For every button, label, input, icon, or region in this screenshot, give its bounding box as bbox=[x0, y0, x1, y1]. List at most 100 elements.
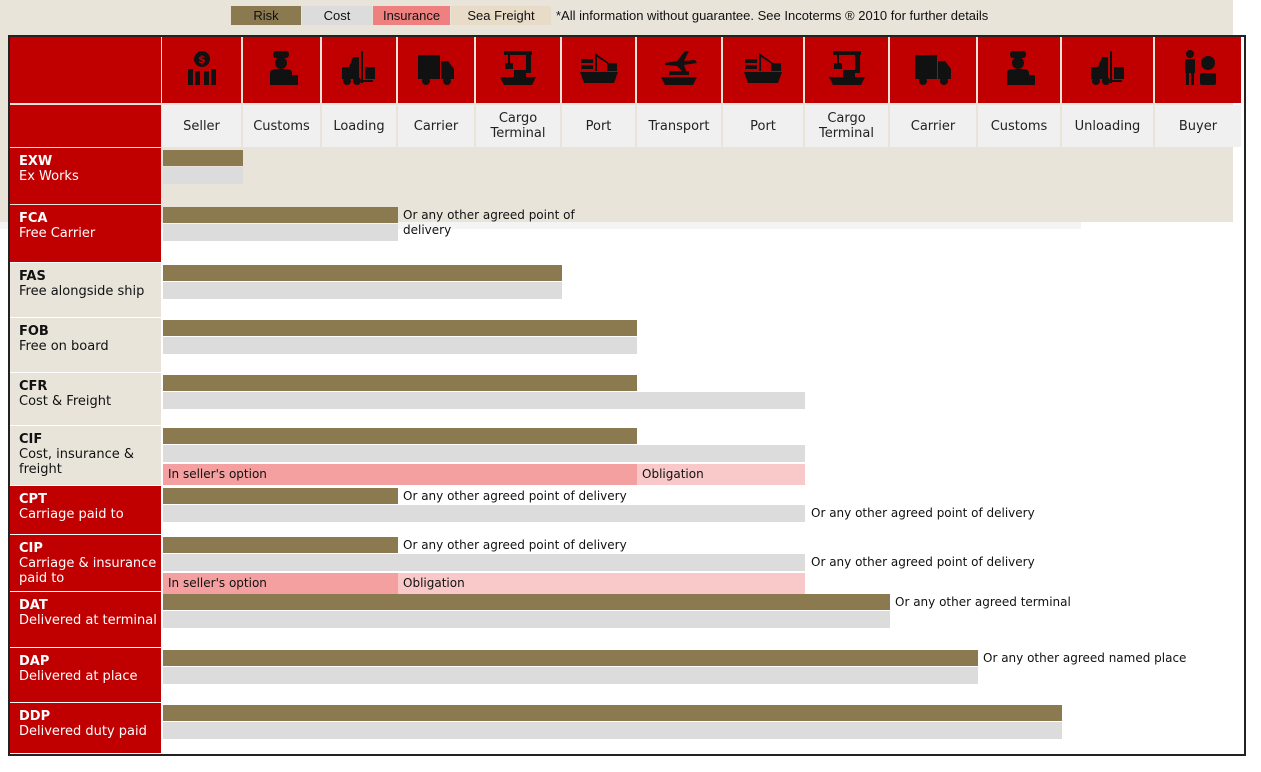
term-code: CPT bbox=[19, 492, 47, 507]
row-divider bbox=[0, 223, 1081, 224]
stage-label: Seller bbox=[162, 105, 241, 147]
stage-icon-cell bbox=[322, 37, 396, 103]
risk-bar bbox=[163, 594, 890, 610]
cost-bar bbox=[163, 722, 1062, 739]
risk-bar bbox=[163, 488, 398, 504]
term-label-fca: FCA Free Carrier bbox=[10, 205, 161, 262]
stage-icon-cell bbox=[890, 37, 976, 103]
cost-bar bbox=[163, 611, 890, 628]
cost-note: Or any other agreed point of delivery bbox=[811, 506, 1035, 520]
risk-note: Or any other agreed point of delivery bbox=[403, 208, 575, 237]
row-divider bbox=[0, 225, 1081, 226]
insurance-option-bar: In seller's option bbox=[163, 464, 637, 485]
risk-note: Or any other agreed point of delivery bbox=[403, 489, 627, 503]
term-name: Carriage paid to bbox=[19, 507, 124, 522]
cost-bar bbox=[163, 392, 805, 409]
risk-bar bbox=[163, 320, 637, 336]
customs-officer-icon bbox=[262, 49, 302, 91]
stage-icon-cell bbox=[637, 37, 721, 103]
stage-icon-cell bbox=[805, 37, 888, 103]
risk-bar bbox=[163, 150, 243, 166]
stage-label: Cargo Terminal bbox=[476, 105, 560, 147]
stage-icon-cell bbox=[1062, 37, 1153, 103]
term-label-dat: DAT Delivered at terminal bbox=[10, 592, 161, 647]
term-label-exw: EXW Ex Works bbox=[10, 148, 161, 204]
stage-icon-cell bbox=[562, 37, 635, 103]
buyer-money-icon bbox=[1178, 49, 1218, 91]
term-code: CIP bbox=[19, 541, 43, 556]
stage-icon-cell bbox=[723, 37, 803, 103]
incoterms-diagram bbox=[8, 35, 1246, 756]
forklift-icon bbox=[1088, 49, 1128, 91]
cost-bar bbox=[163, 337, 637, 354]
term-code: FCA bbox=[19, 211, 48, 226]
term-name: Cost, insurance & freight bbox=[19, 447, 134, 477]
stage-label: Customs bbox=[243, 105, 320, 147]
svg-text:$: $ bbox=[198, 53, 206, 66]
cost-bar bbox=[163, 224, 398, 241]
row-divider bbox=[0, 228, 1081, 229]
forklift-icon bbox=[339, 49, 379, 91]
corner-cell bbox=[10, 37, 161, 103]
stage-label: Carrier bbox=[398, 105, 474, 147]
stage-icon-cell: $ bbox=[162, 37, 241, 103]
stage-label: Carrier bbox=[890, 105, 976, 147]
insurance-option-bar: In seller's option bbox=[163, 573, 398, 594]
row-divider bbox=[0, 224, 1081, 225]
cost-bar bbox=[163, 667, 978, 684]
risk-bar bbox=[163, 537, 398, 553]
corner-cell-2 bbox=[10, 105, 161, 147]
term-name: Free on board bbox=[19, 339, 109, 354]
stage-icon-cell bbox=[476, 37, 560, 103]
row-divider bbox=[0, 226, 1081, 227]
truck-icon bbox=[913, 49, 953, 91]
term-name: Ex Works bbox=[19, 169, 79, 184]
plane-ship-icon bbox=[659, 49, 699, 91]
stage-label: Buyer bbox=[1155, 105, 1241, 147]
cost-bar bbox=[163, 554, 805, 571]
truck-icon bbox=[416, 49, 456, 91]
row-divider bbox=[0, 222, 1081, 223]
cost-bar bbox=[163, 167, 243, 184]
seller-money-icon: $ bbox=[182, 49, 222, 91]
term-name: Carriage & insurance paid to bbox=[19, 556, 157, 586]
term-code: DAP bbox=[19, 654, 50, 669]
crane-icon bbox=[498, 49, 538, 91]
stage-icon-cell bbox=[243, 37, 320, 103]
legend-insurance: Insurance bbox=[373, 6, 450, 25]
term-name: Cost & Freight bbox=[19, 394, 112, 409]
insurance-obligation-bar: Obligation bbox=[637, 464, 805, 485]
risk-bar bbox=[163, 428, 637, 444]
risk-note: Or any other agreed terminal bbox=[895, 595, 1071, 609]
stage-label: Customs bbox=[978, 105, 1060, 147]
diagram-body: $ Seller Customs Loading Carrier Cargo Termin… bbox=[0, 0, 1261, 753]
stage-label: Port bbox=[723, 105, 803, 147]
term-name: Free alongside ship bbox=[19, 284, 145, 299]
risk-bar bbox=[163, 265, 562, 281]
risk-bar bbox=[163, 650, 978, 666]
stage-label: Port bbox=[562, 105, 635, 147]
stage-label: Transport bbox=[637, 105, 721, 147]
port-ship-icon bbox=[743, 49, 783, 91]
term-code: DDP bbox=[19, 709, 51, 724]
port-ship-icon bbox=[579, 49, 619, 91]
term-code: FAS bbox=[19, 269, 46, 284]
stage-icon-cell bbox=[978, 37, 1060, 103]
stage-label: Unloading bbox=[1062, 105, 1153, 147]
disclaimer: *All information without guarantee. See … bbox=[556, 8, 989, 23]
cost-bar bbox=[163, 445, 805, 462]
risk-bar bbox=[163, 705, 1062, 721]
stage-label: Cargo Terminal bbox=[805, 105, 888, 147]
stage-label: Loading bbox=[322, 105, 396, 147]
term-name: Free Carrier bbox=[19, 226, 96, 241]
term-name: Delivered at terminal bbox=[19, 613, 157, 628]
term-code: EXW bbox=[19, 154, 53, 169]
term-label-cfr: CFR Cost & Freight bbox=[10, 373, 161, 425]
term-label-cif: CIF Cost, insurance & freight bbox=[10, 426, 161, 485]
risk-bar bbox=[163, 207, 398, 223]
insurance-obligation-bar: Obligation bbox=[398, 573, 805, 594]
cost-bar bbox=[163, 505, 805, 522]
legend-sea-freight: Sea Freight bbox=[451, 6, 551, 25]
legend-cost: Cost bbox=[302, 6, 372, 25]
risk-bar bbox=[163, 375, 637, 391]
